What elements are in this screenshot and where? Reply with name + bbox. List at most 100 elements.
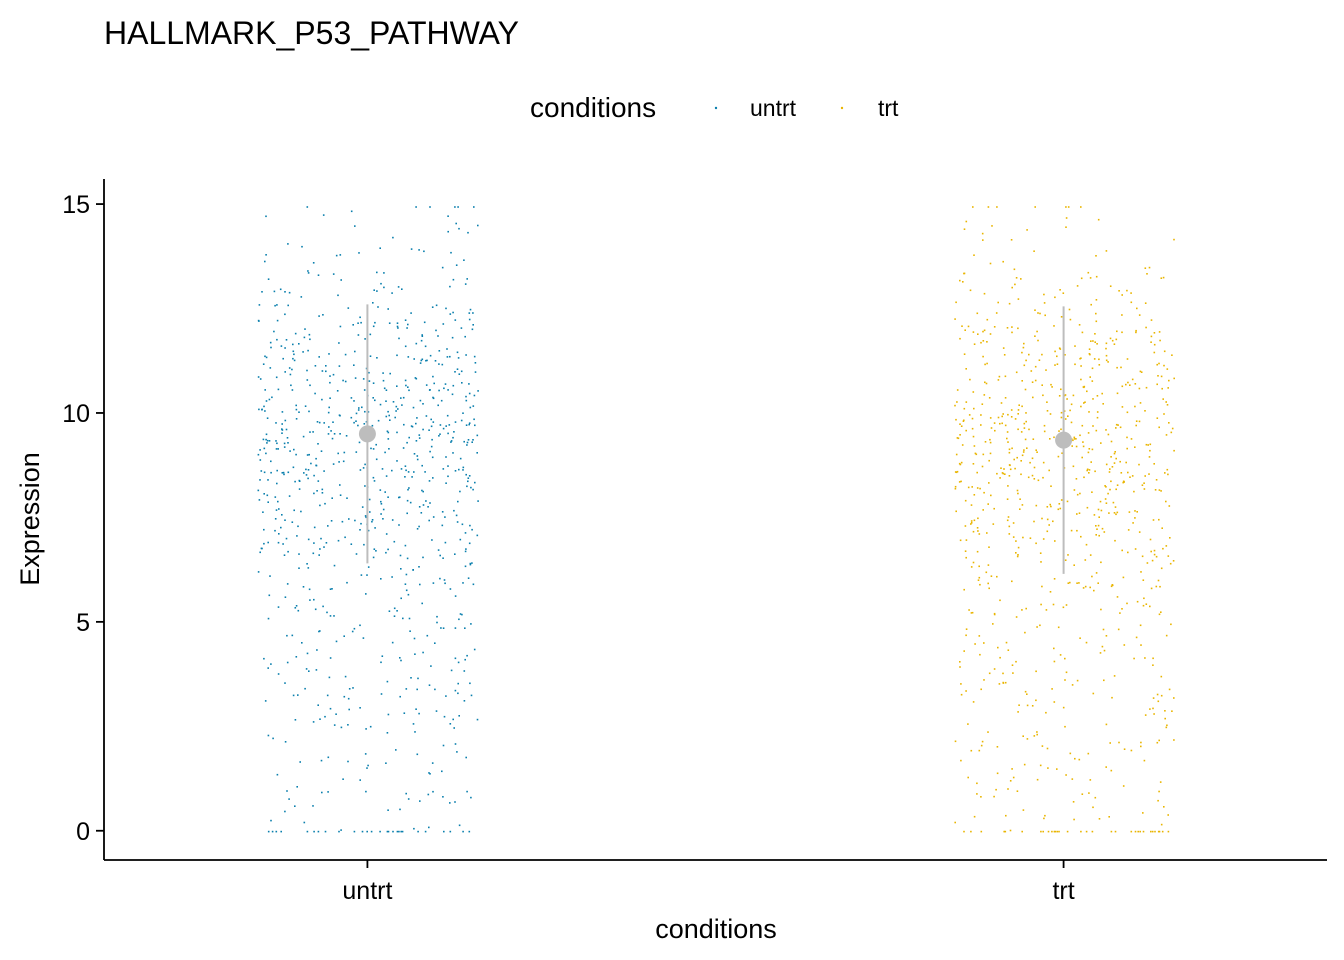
point xyxy=(306,206,309,208)
point xyxy=(1049,591,1052,593)
point xyxy=(1025,607,1027,610)
point xyxy=(261,547,263,550)
point xyxy=(393,607,396,610)
point xyxy=(1035,699,1037,702)
point xyxy=(313,598,315,601)
point xyxy=(980,424,982,426)
point xyxy=(290,384,292,387)
point xyxy=(435,304,438,307)
point xyxy=(1088,448,1091,450)
point xyxy=(321,488,324,491)
point xyxy=(1169,562,1172,565)
point xyxy=(323,546,325,548)
point xyxy=(472,439,474,441)
point xyxy=(263,493,265,495)
point xyxy=(1098,364,1101,366)
point xyxy=(405,384,407,387)
point xyxy=(1015,277,1018,279)
point xyxy=(363,543,365,546)
point xyxy=(265,433,268,436)
point xyxy=(319,548,321,550)
point xyxy=(314,365,317,367)
point xyxy=(472,583,475,586)
point xyxy=(1153,351,1156,354)
point xyxy=(267,617,270,620)
point xyxy=(425,384,428,386)
point xyxy=(301,642,303,644)
point xyxy=(459,538,462,541)
point xyxy=(969,289,972,292)
point xyxy=(471,328,474,331)
point xyxy=(1015,616,1018,618)
point xyxy=(471,441,473,443)
point xyxy=(965,539,968,541)
point xyxy=(430,445,433,448)
point xyxy=(1154,489,1157,491)
point xyxy=(270,346,272,349)
point xyxy=(443,715,446,718)
point xyxy=(328,426,330,428)
point xyxy=(1110,440,1113,443)
point xyxy=(1126,411,1129,414)
point xyxy=(468,423,470,426)
point xyxy=(1113,343,1116,345)
point xyxy=(1103,679,1105,682)
point xyxy=(400,468,403,470)
point xyxy=(1119,612,1121,614)
point xyxy=(1025,412,1027,414)
point xyxy=(283,446,286,448)
point xyxy=(291,521,294,523)
point xyxy=(978,533,981,535)
point xyxy=(1047,767,1049,769)
point xyxy=(1135,331,1137,334)
point xyxy=(409,630,411,632)
point xyxy=(464,550,467,553)
point xyxy=(277,448,279,450)
point xyxy=(275,440,277,442)
point xyxy=(343,635,345,637)
point xyxy=(388,610,391,612)
point xyxy=(1022,735,1024,737)
point xyxy=(1015,540,1017,542)
point xyxy=(264,410,266,412)
point xyxy=(414,653,416,655)
y-tick-label: 15 xyxy=(62,191,90,219)
point xyxy=(281,429,284,431)
point xyxy=(352,324,354,326)
point xyxy=(405,792,407,795)
point xyxy=(997,416,1000,419)
point xyxy=(973,407,975,410)
point xyxy=(1007,441,1009,443)
point xyxy=(308,588,311,591)
point xyxy=(1050,485,1052,487)
point xyxy=(355,451,358,453)
point xyxy=(395,405,398,408)
point xyxy=(1098,534,1100,537)
point xyxy=(1151,830,1154,833)
point xyxy=(461,382,463,384)
point xyxy=(372,556,375,559)
point xyxy=(1120,366,1122,369)
point xyxy=(454,553,456,555)
point xyxy=(1130,438,1133,440)
point xyxy=(993,668,996,670)
point xyxy=(326,694,329,697)
point xyxy=(364,410,366,413)
point xyxy=(354,225,356,227)
point xyxy=(1070,421,1073,424)
point xyxy=(1105,766,1107,768)
point xyxy=(454,206,456,208)
data-points xyxy=(257,206,1175,833)
point xyxy=(344,353,347,356)
point xyxy=(1144,302,1147,304)
point xyxy=(978,749,981,752)
point xyxy=(989,262,992,265)
point xyxy=(1028,428,1030,431)
point xyxy=(468,422,471,424)
point xyxy=(1015,552,1017,554)
point xyxy=(968,609,970,611)
point xyxy=(444,541,447,544)
point xyxy=(965,429,967,432)
point xyxy=(413,453,416,455)
point xyxy=(977,579,980,581)
